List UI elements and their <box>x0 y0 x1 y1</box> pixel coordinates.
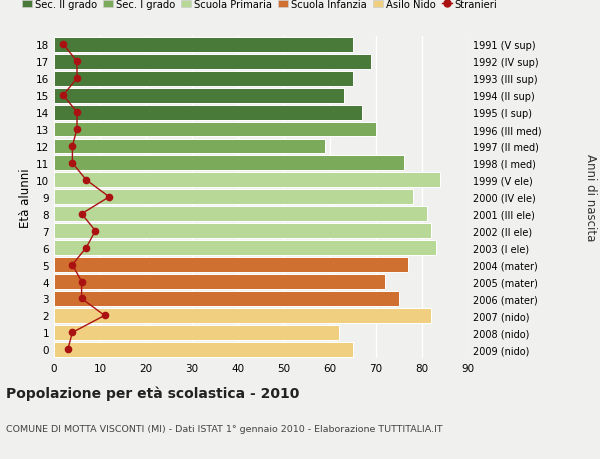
Bar <box>54 224 431 239</box>
Y-axis label: Età alunni: Età alunni <box>19 168 32 227</box>
Bar <box>54 274 385 289</box>
Bar <box>54 139 325 154</box>
Bar <box>54 38 353 53</box>
Bar <box>54 207 427 222</box>
Bar <box>54 325 339 340</box>
Text: Anni di nascita: Anni di nascita <box>584 154 597 241</box>
Bar <box>54 257 408 273</box>
Bar <box>54 55 371 69</box>
Bar <box>54 342 353 357</box>
Legend: Sec. II grado, Sec. I grado, Scuola Primaria, Scuola Infanzia, Asilo Nido, Stran: Sec. II grado, Sec. I grado, Scuola Prim… <box>22 0 497 10</box>
Bar <box>54 156 404 171</box>
Bar <box>54 291 399 306</box>
Bar <box>54 241 436 256</box>
Bar <box>54 308 431 323</box>
Text: COMUNE DI MOTTA VISCONTI (MI) - Dati ISTAT 1° gennaio 2010 - Elaborazione TUTTIT: COMUNE DI MOTTA VISCONTI (MI) - Dati IST… <box>6 425 443 433</box>
Bar <box>54 122 376 137</box>
Bar <box>54 173 440 188</box>
Text: Popolazione per età scolastica - 2010: Popolazione per età scolastica - 2010 <box>6 386 299 400</box>
Bar <box>54 89 344 103</box>
Bar <box>54 106 362 120</box>
Bar <box>54 72 353 86</box>
Bar <box>54 190 413 205</box>
